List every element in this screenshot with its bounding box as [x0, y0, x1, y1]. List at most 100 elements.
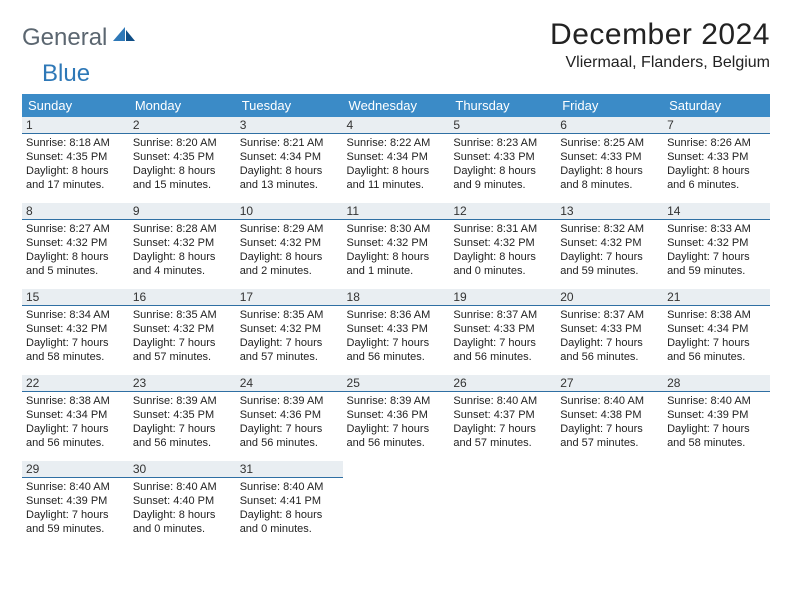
calendar-day-cell: 20Sunrise: 8:37 AMSunset: 4:33 PMDayligh…: [556, 289, 663, 375]
daylight-line: Daylight: 8 hours and 2 minutes.: [240, 250, 339, 278]
daylight-line: Daylight: 7 hours and 59 minutes.: [26, 508, 125, 536]
sunrise-line: Sunrise: 8:39 AM: [133, 394, 232, 408]
calendar-day-cell: 14Sunrise: 8:33 AMSunset: 4:32 PMDayligh…: [663, 203, 770, 289]
day-details: Sunrise: 8:27 AMSunset: 4:32 PMDaylight:…: [22, 220, 129, 278]
sunset-line: Sunset: 4:33 PM: [453, 322, 552, 336]
sunset-line: Sunset: 4:39 PM: [667, 408, 766, 422]
day-details: Sunrise: 8:40 AMSunset: 4:41 PMDaylight:…: [236, 478, 343, 536]
calendar-day-cell: 15 Sunrise: 8:34 AMSunset: 4:32 PMDayligh…: [22, 289, 129, 375]
day-number: 2: [129, 117, 236, 134]
calendar-day-cell: 27Sunrise: 8:40 AMSunset: 4:38 PMDayligh…: [556, 375, 663, 461]
sunset-line: Sunset: 4:34 PM: [347, 150, 446, 164]
day-number: 10: [236, 203, 343, 220]
day-details: Sunrise: 8:35 AMSunset: 4:32 PMDaylight:…: [236, 306, 343, 364]
sunrise-line: Sunrise: 8:40 AM: [667, 394, 766, 408]
day-number: 6: [556, 117, 663, 134]
day-number: 18: [343, 289, 450, 306]
calendar-day-cell: 18Sunrise: 8:36 AMSunset: 4:33 PMDayligh…: [343, 289, 450, 375]
calendar-day-cell: 28Sunrise: 8:40 AMSunset: 4:39 PMDayligh…: [663, 375, 770, 461]
day-details: Sunrise: 8:23 AMSunset: 4:33 PMDaylight:…: [449, 134, 556, 192]
day-number: 11: [343, 203, 450, 220]
daylight-line: Daylight: 8 hours and 4 minutes.: [133, 250, 232, 278]
calendar-day-cell: 23Sunrise: 8:39 AMSunset: 4:35 PMDayligh…: [129, 375, 236, 461]
sunrise-line: Sunrise: 8:35 AM: [240, 308, 339, 322]
sunset-line: Sunset: 4:35 PM: [26, 150, 125, 164]
daylight-line: Daylight: 8 hours and 9 minutes.: [453, 164, 552, 192]
day-number: 22: [22, 375, 129, 392]
daylight-line: Daylight: 7 hours and 57 minutes.: [133, 336, 232, 364]
day-number: 16: [129, 289, 236, 306]
calendar-day-cell: 26Sunrise: 8:40 AMSunset: 4:37 PMDayligh…: [449, 375, 556, 461]
sunrise-line: Sunrise: 8:37 AM: [560, 308, 659, 322]
calendar-day-cell: 17Sunrise: 8:35 AMSunset: 4:32 PMDayligh…: [236, 289, 343, 375]
calendar-day-cell: 24Sunrise: 8:39 AMSunset: 4:36 PMDayligh…: [236, 375, 343, 461]
sunrise-line: Sunrise: 8:23 AM: [453, 136, 552, 150]
sunset-line: Sunset: 4:32 PM: [347, 236, 446, 250]
sunset-line: Sunset: 4:32 PM: [133, 322, 232, 336]
brand-part2: Blue: [42, 60, 90, 88]
month-title: December 2024: [550, 18, 770, 52]
day-details: Sunrise: 8:39 AMSunset: 4:35 PMDaylight:…: [129, 392, 236, 450]
sunrise-line: Sunrise: 8:40 AM: [560, 394, 659, 408]
daylight-line: Daylight: 7 hours and 56 minutes.: [133, 422, 232, 450]
day-header: Thursday: [449, 94, 556, 117]
day-number: 23: [129, 375, 236, 392]
sunset-line: Sunset: 4:32 PM: [133, 236, 232, 250]
sunset-line: Sunset: 4:32 PM: [240, 322, 339, 336]
sunset-line: Sunset: 4:33 PM: [667, 150, 766, 164]
calendar-day-cell: 4Sunrise: 8:22 AMSunset: 4:34 PMDaylight…: [343, 117, 450, 203]
sunrise-line: Sunrise: 8:40 AM: [26, 480, 125, 494]
daylight-line: Daylight: 7 hours and 58 minutes.: [667, 422, 766, 450]
sunset-line: Sunset: 4:39 PM: [26, 494, 125, 508]
sunrise-line: Sunrise: 8:29 AM: [240, 222, 339, 236]
daylight-line: Daylight: 8 hours and 5 minutes.: [26, 250, 125, 278]
sunset-line: Sunset: 4:38 PM: [560, 408, 659, 422]
day-details: Sunrise: 8:25 AMSunset: 4:33 PMDaylight:…: [556, 134, 663, 192]
calendar-day-cell: 5Sunrise: 8:23 AMSunset: 4:33 PMDaylight…: [449, 117, 556, 203]
calendar-day-cell: 16Sunrise: 8:35 AMSunset: 4:32 PMDayligh…: [129, 289, 236, 375]
calendar-day-cell: 25Sunrise: 8:39 AMSunset: 4:36 PMDayligh…: [343, 375, 450, 461]
calendar-day-cell: 29Sunrise: 8:40 AMSunset: 4:39 PMDayligh…: [22, 461, 129, 547]
calendar-day-cell: 31Sunrise: 8:40 AMSunset: 4:41 PMDayligh…: [236, 461, 343, 547]
daylight-line: Daylight: 7 hours and 58 minutes.: [26, 336, 125, 364]
daylight-line: Daylight: 7 hours and 56 minutes.: [240, 422, 339, 450]
day-header: Wednesday: [343, 94, 450, 117]
calendar-day-cell: 11Sunrise: 8:30 AMSunset: 4:32 PMDayligh…: [343, 203, 450, 289]
daylight-line: Daylight: 8 hours and 11 minutes.: [347, 164, 446, 192]
calendar-body: 1Sunrise: 8:18 AMSunset: 4:35 PMDaylight…: [22, 117, 770, 547]
sunrise-line: Sunrise: 8:40 AM: [133, 480, 232, 494]
day-number: 26: [449, 375, 556, 392]
calendar-table: SundayMondayTuesdayWednesdayThursdayFrid…: [22, 94, 770, 547]
daylight-line: Daylight: 8 hours and 6 minutes.: [667, 164, 766, 192]
sunset-line: Sunset: 4:40 PM: [133, 494, 232, 508]
calendar-day-cell: 21Sunrise: 8:38 AMSunset: 4:34 PMDayligh…: [663, 289, 770, 375]
day-details: Sunrise: 8:30 AMSunset: 4:32 PMDaylight:…: [343, 220, 450, 278]
sunrise-line: Sunrise: 8:25 AM: [560, 136, 659, 150]
day-details: Sunrise: 8:21 AMSunset: 4:34 PMDaylight:…: [236, 134, 343, 192]
sunset-line: Sunset: 4:35 PM: [133, 150, 232, 164]
sunrise-line: Sunrise: 8:30 AM: [347, 222, 446, 236]
day-details: Sunrise: 8:37 AMSunset: 4:33 PMDaylight:…: [556, 306, 663, 364]
sunset-line: Sunset: 4:32 PM: [26, 236, 125, 250]
sunset-line: Sunset: 4:33 PM: [347, 322, 446, 336]
calendar-empty-cell: [343, 461, 450, 547]
day-header-row: SundayMondayTuesdayWednesdayThursdayFrid…: [22, 94, 770, 117]
sunset-line: Sunset: 4:34 PM: [240, 150, 339, 164]
calendar-day-cell: 19Sunrise: 8:37 AMSunset: 4:33 PMDayligh…: [449, 289, 556, 375]
sunset-line: Sunset: 4:34 PM: [667, 322, 766, 336]
calendar-day-cell: 22Sunrise: 8:38 AMSunset: 4:34 PMDayligh…: [22, 375, 129, 461]
brand-part1: General: [22, 24, 107, 52]
calendar-day-cell: 2Sunrise: 8:20 AMSunset: 4:35 PMDaylight…: [129, 117, 236, 203]
sunrise-line: Sunrise: 8:34 AM: [26, 308, 125, 322]
sunset-line: Sunset: 4:36 PM: [347, 408, 446, 422]
sunrise-line: Sunrise: 8:39 AM: [240, 394, 339, 408]
day-details: Sunrise: 8:38 AMSunset: 4:34 PMDaylight:…: [22, 392, 129, 450]
daylight-line: Daylight: 8 hours and 17 minutes.: [26, 164, 125, 192]
sunset-line: Sunset: 4:32 PM: [26, 322, 125, 336]
calendar-day-cell: 6Sunrise: 8:25 AMSunset: 4:33 PMDaylight…: [556, 117, 663, 203]
daylight-line: Daylight: 7 hours and 59 minutes.: [667, 250, 766, 278]
day-details: Sunrise: 8:32 AMSunset: 4:32 PMDaylight:…: [556, 220, 663, 278]
calendar-week-row: 15Sunrise: 8:34 AMSunset: 4:32 PMDayligh…: [22, 289, 770, 375]
day-number: 15: [22, 289, 129, 306]
day-number: 7: [663, 117, 770, 134]
